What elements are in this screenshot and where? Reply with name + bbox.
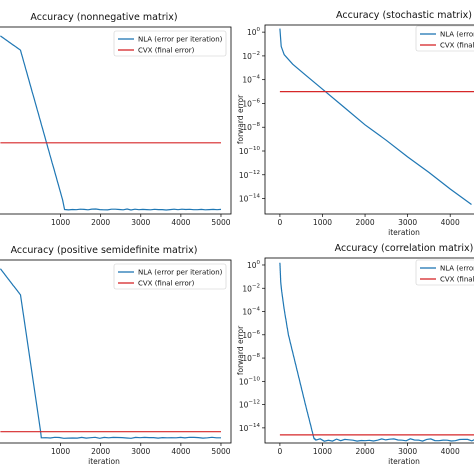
plot-area (279, 262, 474, 442)
chart-title: Accuracy (stochastic matrix) (336, 10, 472, 21)
y-tick-label: 10−8 (242, 122, 260, 132)
x-axis-label: iteration (88, 457, 120, 466)
series-line-nla (0, 35, 222, 211)
x-tick-label: 2000 (91, 218, 110, 227)
y-tick-label: 10−10 (239, 146, 261, 156)
x-tick-label: 5000 (211, 218, 230, 227)
x-tick-label: 1000 (51, 218, 70, 227)
y-tick-label: 10−2 (242, 51, 260, 61)
y-axis-label: forward error (236, 325, 245, 375)
y-tick-label: 10−12 (239, 400, 260, 410)
x-tick-label: 4000 (171, 447, 190, 456)
panel-1: Accuracy (nonnegative matrix) 1000 2000 300… (0, 12, 232, 227)
y-tick-label: 10−6 (242, 330, 260, 340)
y-tick-label: 10−12 (239, 170, 260, 180)
y-tick-label: 100 (247, 27, 261, 37)
x-tick-label: 2000 (356, 218, 375, 227)
panel-2: Accuracy (stochastic matrix) 0 1000 2000 300… (236, 10, 474, 237)
y-tick-label: 10−14 (239, 194, 261, 204)
x-tick-label: 3000 (398, 447, 417, 456)
chart-title: Accuracy (correlation matrix) (335, 243, 474, 254)
legend-label: CVX (final error) (138, 47, 195, 55)
x-tick-label: 0 (278, 218, 283, 227)
legend-label: CVX (final error) (440, 42, 474, 50)
legend-label: CVX (final error) (138, 280, 195, 288)
plot-area (0, 268, 221, 439)
axes-frame (264, 257, 474, 444)
y-tick-label: 100 (247, 260, 261, 270)
axes-frame (0, 26, 232, 215)
series-line-nla (279, 262, 474, 442)
y-tick-label: 10−8 (242, 353, 260, 363)
x-tick-label: 3000 (131, 447, 150, 456)
x-tick-label: 4000 (441, 447, 460, 456)
x-tick-label: 0 (278, 447, 283, 456)
axes-frame (264, 24, 474, 215)
x-tick-label: 4000 (171, 218, 190, 227)
y-tick-label: 10−2 (242, 283, 260, 293)
x-tick-label: 5000 (211, 447, 230, 456)
plot-area (0, 35, 222, 211)
series-line-nla (279, 28, 472, 205)
chart-title: Accuracy (nonnegative matrix) (30, 12, 177, 23)
panel-4: Accuracy (correlation matrix) 0 1000 2000 30… (236, 243, 474, 466)
x-tick-label: 4000 (441, 218, 460, 227)
series-line-nla (0, 268, 221, 439)
x-axis-label: iteration (388, 457, 420, 466)
y-tick-label: 10−10 (239, 376, 261, 386)
x-tick-label: 3000 (398, 218, 417, 227)
x-tick-label: 3000 (131, 218, 150, 227)
legend-box (113, 263, 227, 290)
y-tick-label: 10−14 (239, 423, 261, 433)
legend-label: NLA (error per iteration) (440, 31, 474, 39)
x-tick-label: 1000 (313, 218, 332, 227)
legend-label: NLA (error per iteration) (440, 265, 474, 273)
y-tick-label: 10−6 (242, 98, 260, 108)
legend-label: NLA (error per iteration) (138, 269, 223, 277)
legend-box (113, 30, 227, 57)
x-tick-label: 2000 (91, 447, 110, 456)
y-tick-label: 10−4 (242, 307, 260, 317)
x-tick-label: 2000 (356, 447, 375, 456)
plot-area (279, 28, 474, 205)
panel-3: Accuracy (positive semidefinite matrix) 1… (0, 245, 232, 466)
axes-frame (0, 259, 232, 444)
y-axis-label: forward error (236, 94, 245, 144)
chart-title: Accuracy (positive semidefinite matrix) (11, 245, 198, 256)
y-tick-label: 10−4 (242, 75, 260, 85)
legend-label: NLA (error per iteration) (138, 36, 223, 44)
x-tick-label: 1000 (313, 447, 332, 456)
x-tick-label: 1000 (51, 447, 70, 456)
legend-label: CVX (final error) (440, 276, 474, 284)
x-axis-label: iteration (388, 228, 420, 237)
